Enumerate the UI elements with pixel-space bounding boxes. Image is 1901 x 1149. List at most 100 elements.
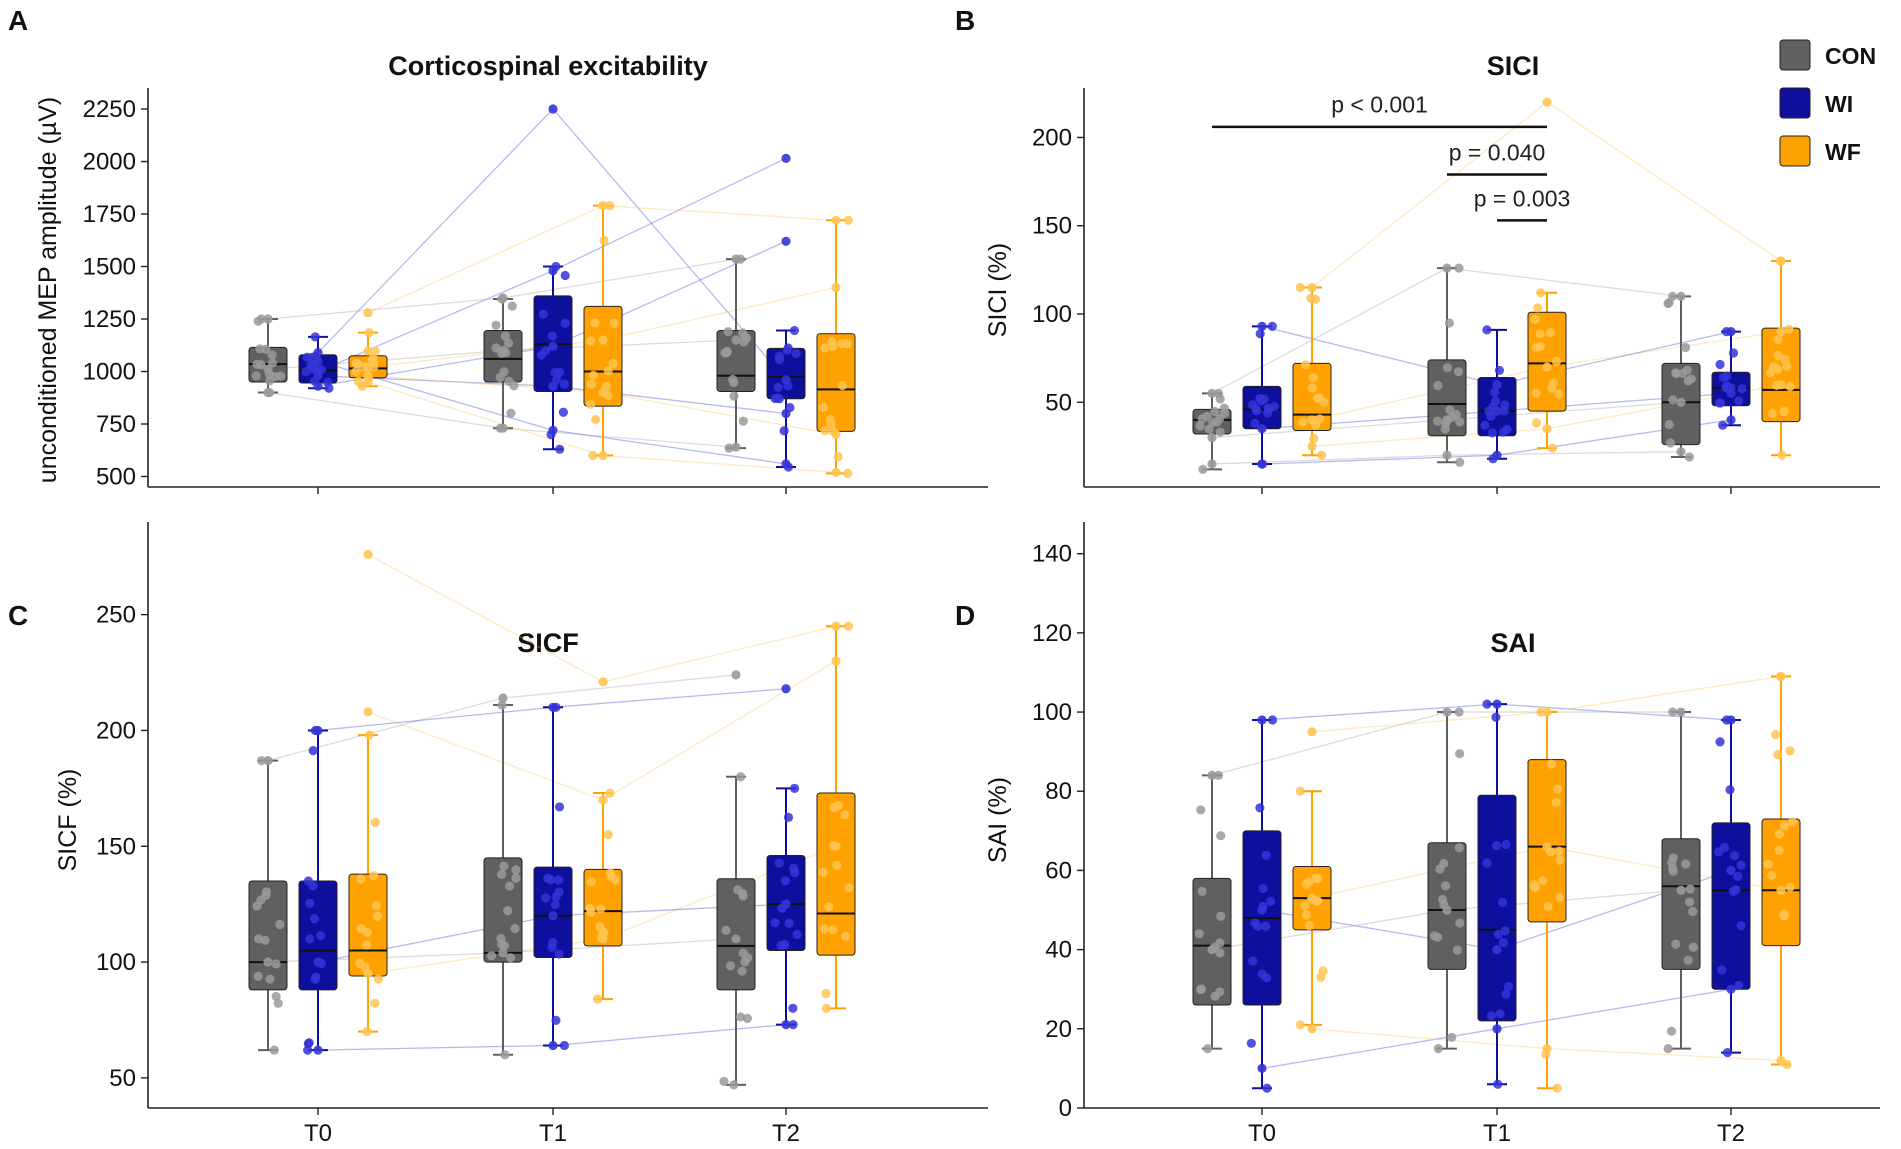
- data-point: [603, 366, 613, 376]
- data-points: [1195, 388, 1230, 474]
- data-point: [1257, 715, 1267, 725]
- data-point: [781, 236, 791, 246]
- data-point: [551, 892, 561, 902]
- data-point: [548, 381, 558, 391]
- data-point: [313, 348, 323, 358]
- data-point: [1685, 897, 1695, 907]
- data-point: [256, 755, 267, 766]
- box-wf-t1: [583, 201, 623, 461]
- data-point: [605, 788, 615, 798]
- x-tick-label: T2: [1717, 1120, 1745, 1147]
- data-point: [251, 371, 261, 381]
- data-point: [498, 293, 508, 303]
- data-point: [506, 408, 516, 418]
- data-point: [486, 951, 497, 961]
- data-point: [598, 677, 608, 687]
- data-point: [831, 467, 841, 477]
- data-point: [560, 318, 570, 328]
- data-point: [356, 923, 366, 934]
- data-point: [313, 371, 323, 381]
- data-point: [372, 911, 383, 921]
- data-point: [362, 940, 372, 950]
- data-point: [731, 335, 741, 345]
- data-point: [780, 876, 790, 886]
- data-point: [1501, 989, 1511, 999]
- data-point: [788, 1003, 798, 1013]
- data-point: [725, 961, 736, 971]
- data-point: [599, 235, 609, 246]
- legend-swatch-wf: [1779, 135, 1811, 167]
- y-tick-label: 250: [96, 602, 136, 629]
- data-point: [1499, 406, 1509, 416]
- data-point: [1491, 712, 1501, 722]
- data-point: [1215, 427, 1225, 437]
- data-point: [1681, 859, 1691, 869]
- data-point: [721, 925, 731, 935]
- data-point: [547, 331, 557, 341]
- data-point: [781, 1020, 791, 1030]
- y-tick-label: 0: [1059, 1095, 1072, 1122]
- data-point: [1455, 457, 1465, 467]
- data-point: [1682, 365, 1692, 375]
- data-point: [1304, 920, 1314, 931]
- data-point: [1554, 846, 1564, 856]
- data-point: [507, 301, 517, 311]
- data-point: [1482, 699, 1492, 709]
- data-point: [1197, 886, 1207, 896]
- data-point: [308, 746, 318, 756]
- data-point: [313, 356, 323, 366]
- data-point: [1307, 893, 1317, 903]
- data-point: [1455, 749, 1465, 759]
- data-point: [1736, 921, 1746, 931]
- data-point: [263, 387, 273, 398]
- data-point: [1546, 759, 1557, 769]
- data-point: [591, 414, 601, 425]
- data-point: [1529, 880, 1539, 890]
- box-wi-t0: [298, 725, 338, 1055]
- data-point: [742, 1013, 753, 1024]
- data-point: [505, 881, 515, 891]
- data-point: [1455, 918, 1465, 928]
- data-point: [586, 399, 596, 409]
- data-point: [598, 335, 608, 345]
- data-point: [818, 402, 828, 412]
- data-points: [1246, 715, 1278, 1093]
- subject-points: [1207, 671, 1786, 1074]
- data-point: [1668, 707, 1678, 717]
- data-point: [1301, 879, 1311, 889]
- data-point: [1442, 415, 1452, 425]
- data-point: [735, 1012, 746, 1022]
- data-point: [1552, 1083, 1562, 1093]
- data-point: [731, 934, 741, 944]
- y-tick-label: 80: [1045, 778, 1072, 805]
- data-point: [497, 869, 507, 880]
- data-point: [738, 416, 748, 426]
- data-point: [263, 755, 273, 766]
- data-point: [1555, 892, 1565, 903]
- data-points: [1432, 263, 1465, 467]
- box-con-t0: [248, 314, 288, 398]
- data-point: [1547, 443, 1557, 453]
- data-point: [1262, 408, 1273, 418]
- data-point: [719, 1076, 729, 1087]
- data-point: [503, 906, 513, 916]
- data-point: [1252, 406, 1262, 416]
- data-point: [1763, 859, 1773, 870]
- data-point: [536, 350, 547, 360]
- data-point: [1676, 447, 1686, 457]
- data-points: [770, 783, 802, 1030]
- data-point: [548, 341, 558, 351]
- data-point: [1432, 932, 1443, 942]
- data-point: [1776, 327, 1786, 337]
- data-point: [1773, 750, 1783, 760]
- data-point: [1671, 939, 1681, 949]
- data-point: [310, 332, 320, 342]
- data-point: [1785, 882, 1795, 892]
- data-point: [1780, 354, 1790, 365]
- data-point: [1547, 383, 1557, 393]
- data-point: [1535, 329, 1545, 339]
- data-point: [363, 346, 373, 356]
- box-body: [816, 792, 856, 956]
- data-point: [598, 795, 608, 805]
- legend-label-wf: WF: [1825, 139, 1861, 165]
